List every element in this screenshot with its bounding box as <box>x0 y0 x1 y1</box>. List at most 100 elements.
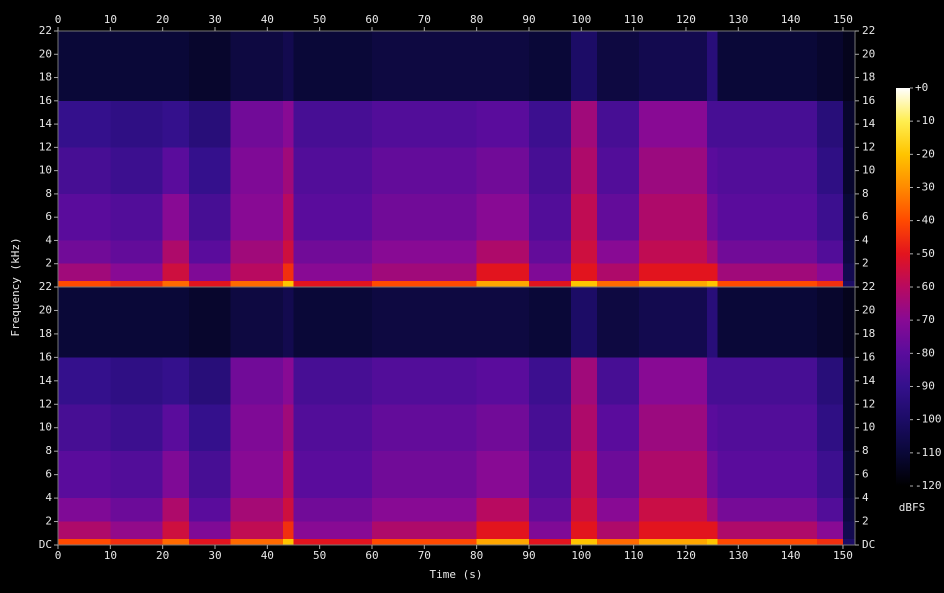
spectrogram-cell <box>528 539 571 545</box>
spectrogram-cell <box>230 263 284 282</box>
spectrogram-cell <box>816 539 843 545</box>
spectrogram-cell <box>188 263 231 282</box>
spectrogram-cell <box>188 521 231 540</box>
spectrogram-cell <box>188 404 231 452</box>
spectrogram-cell <box>816 287 843 358</box>
spectrogram-cell <box>717 263 817 282</box>
spectrogram-cell <box>638 521 707 540</box>
x-tick-label: 70 <box>418 13 431 26</box>
spectrogram-cell <box>597 539 639 545</box>
spectrogram-cell <box>717 240 817 264</box>
x-tick-label: 140 <box>781 13 801 26</box>
spectrogram-cell <box>816 263 843 282</box>
spectrogram-cell <box>816 147 843 194</box>
spectrogram-cell <box>58 451 111 499</box>
spectrogram-cell <box>638 281 707 287</box>
spectrogram-cell <box>597 240 639 264</box>
spectrogram-cell <box>476 100 529 148</box>
spectrogram-cell <box>570 539 598 545</box>
spectrogram-cell <box>528 147 571 194</box>
x-tick-label: 150 <box>833 549 853 562</box>
spectrogram-cell <box>283 451 294 499</box>
spectrogram-cell <box>188 357 231 405</box>
colorbar-tick-label: -100 <box>915 413 942 426</box>
spectrogram-cell <box>638 357 707 405</box>
spectrogram-cell <box>570 100 598 148</box>
spectrogram-cell <box>816 31 843 101</box>
spectrogram-cell <box>638 451 707 499</box>
spectrogram-cell <box>476 240 529 264</box>
spectrogram-cell <box>293 451 372 499</box>
x-tick-label: 90 <box>522 549 535 562</box>
spectrogram-cell <box>283 521 294 540</box>
spectrogram-cell <box>110 404 163 452</box>
spectrogram-cell <box>570 498 598 522</box>
spectrogram-cell <box>528 100 571 148</box>
spectrogram-cell <box>706 498 718 522</box>
y-tick-label: 14 <box>39 117 53 130</box>
spectrogram-cell <box>110 287 163 358</box>
spectrogram-cell <box>842 193 855 241</box>
spectrogram-cell <box>283 147 294 194</box>
spectrogram-cell <box>717 287 817 358</box>
x-tick-label: 30 <box>208 549 221 562</box>
spectrogram-cell <box>293 31 372 101</box>
spectrogram-cell <box>706 31 718 101</box>
spectrogram-cell <box>476 31 529 101</box>
x-tick-label: 120 <box>676 549 696 562</box>
y-tick-label: 2 <box>45 515 52 528</box>
y-tick-label: 16 <box>39 94 52 107</box>
spectrogram-cell <box>371 100 477 148</box>
spectrogram-cell <box>638 498 707 522</box>
y-tick-label: 2 <box>862 515 869 528</box>
spectrogram-cell <box>717 498 817 522</box>
spectrogram-cell <box>638 539 707 545</box>
spectrogram-cell <box>638 240 707 264</box>
y-tick-label: DC <box>39 538 52 551</box>
spectrogram-cell <box>371 404 477 452</box>
spectrogram-cell <box>230 498 284 522</box>
colorbar <box>896 88 910 486</box>
spectrogram-cell <box>283 498 294 522</box>
spectrogram-cell <box>58 263 111 282</box>
spectrogram-cell <box>528 240 571 264</box>
spectrogram-cell <box>816 100 843 148</box>
x-axis-label: Time (s) <box>430 568 483 581</box>
colorbar-label: dBFS <box>899 501 926 514</box>
x-tick-label: 60 <box>365 13 378 26</box>
spectrogram-cell <box>371 287 477 358</box>
spectrogram-cell <box>706 287 718 358</box>
y-tick-label: 14 <box>39 374 53 387</box>
spectrogram-cell <box>528 498 571 522</box>
y-tick-label: 14 <box>862 374 876 387</box>
spectrogram-cell <box>110 357 163 405</box>
spectrogram-cell <box>162 498 189 522</box>
y-tick-label: 6 <box>862 210 869 223</box>
spectrogram-cell <box>283 287 294 358</box>
y-tick-label: 12 <box>39 140 52 153</box>
x-tick-label: 150 <box>833 13 853 26</box>
y-tick-label: 2 <box>45 257 52 270</box>
y-tick-label: 16 <box>39 350 52 363</box>
colorbar-tick-label: -110 <box>915 446 942 459</box>
spectrogram-cell <box>110 240 163 264</box>
spectrogram-cell <box>162 240 189 264</box>
spectrogram-cell <box>706 240 718 264</box>
x-tick-label: 130 <box>728 13 748 26</box>
spectrogram-cell <box>638 263 707 282</box>
x-tick-label: 10 <box>104 13 117 26</box>
y-tick-label: 10 <box>862 164 875 177</box>
spectrogram-cell <box>597 193 639 241</box>
spectrogram-cell <box>110 539 163 545</box>
spectrogram-cell <box>110 451 163 499</box>
x-tick-label: 100 <box>571 549 591 562</box>
y-tick-label: 12 <box>862 140 875 153</box>
x-tick-label: 10 <box>104 549 117 562</box>
y-tick-label: 2 <box>862 257 869 270</box>
y-tick-label: 12 <box>862 397 875 410</box>
spectrogram-cell <box>842 498 855 522</box>
spectrogram-cell <box>230 240 284 264</box>
spectrogram-cell <box>371 240 477 264</box>
spectrogram-cell <box>371 193 477 241</box>
spectrogram-cell <box>476 451 529 499</box>
